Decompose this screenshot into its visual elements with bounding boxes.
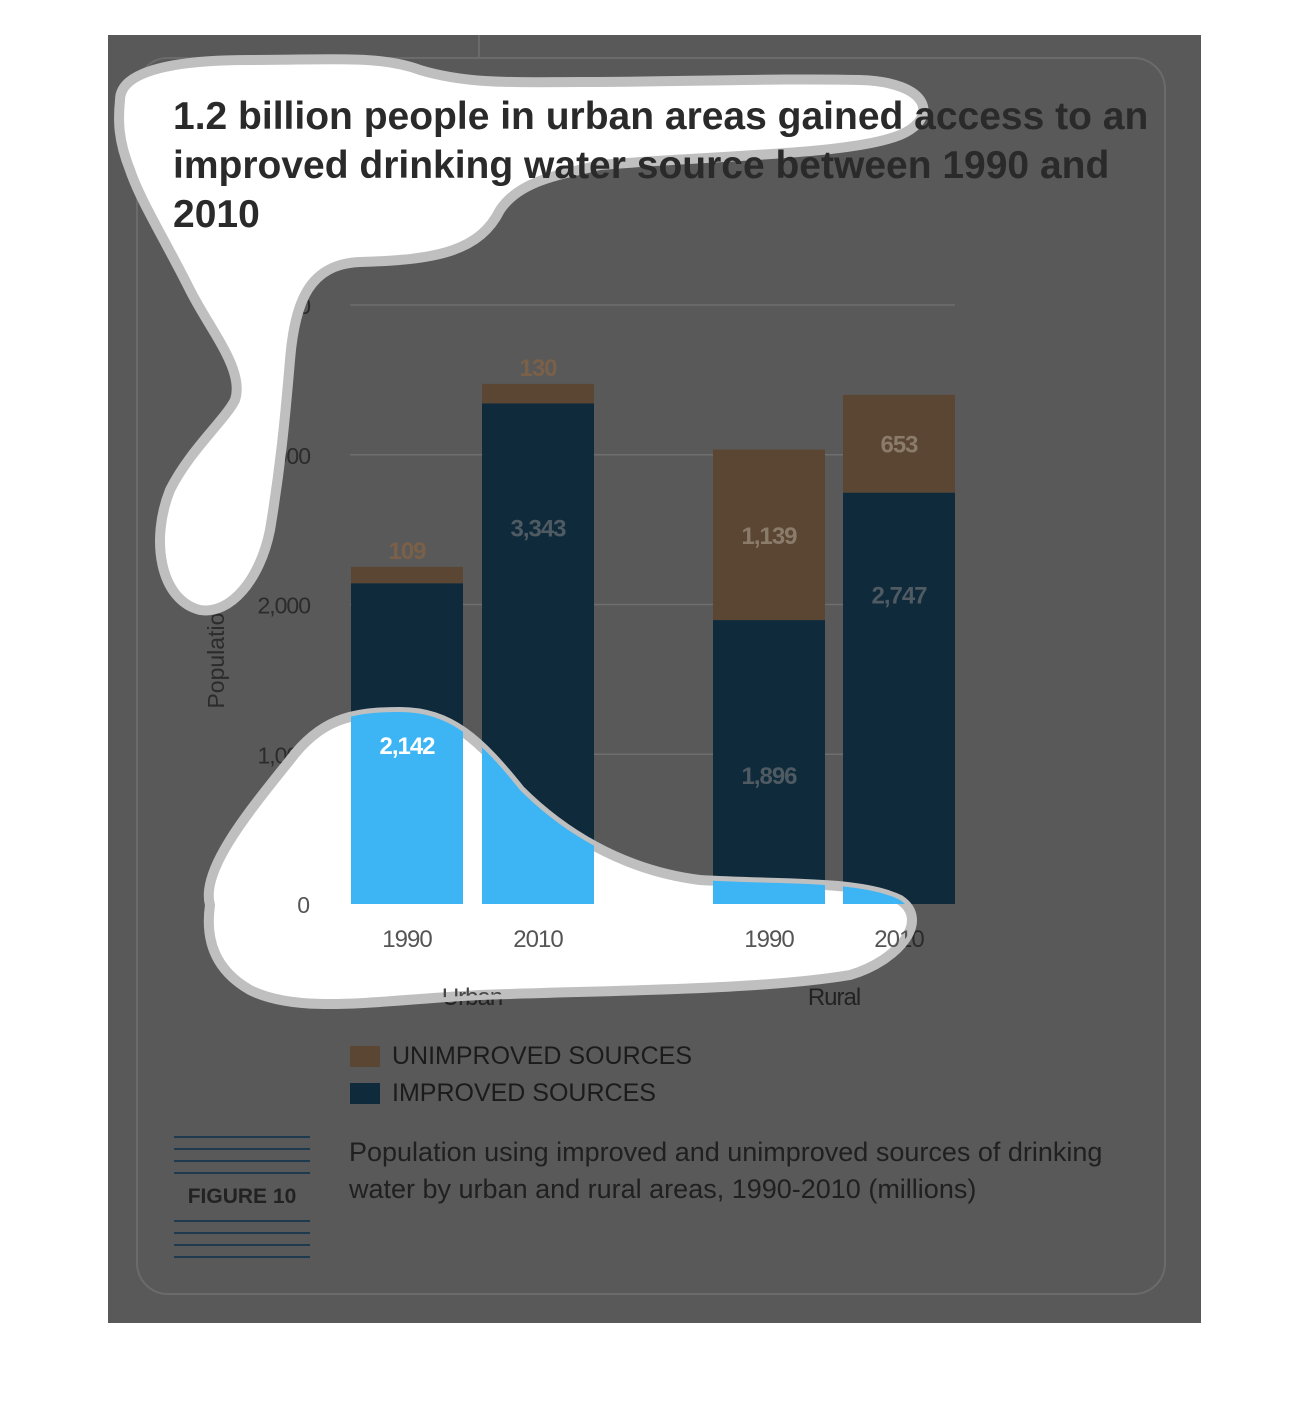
x-tick-label: 1990 (744, 926, 794, 953)
value-label-improved: 2,142 (379, 733, 435, 760)
y-tick-label: 1,000 (257, 742, 310, 768)
legend-swatch-unimproved (350, 1046, 380, 1067)
group-label: Rural (808, 984, 860, 1011)
legend-item-improved: IMPROVED SOURCES (350, 1075, 692, 1112)
value-label-unimproved: 653 (880, 432, 918, 459)
bar-improved (482, 403, 594, 904)
value-label-improved: 1,896 (741, 763, 797, 790)
value-label-improved: 2,747 (871, 582, 927, 609)
bar-improved (713, 620, 825, 904)
y-axis-title: Population (millions) (203, 501, 229, 708)
chart-legend: UNIMPROVED SOURCES IMPROVED SOURCES (350, 1038, 692, 1112)
legend-label-unimproved: UNIMPROVED SOURCES (392, 1042, 693, 1070)
legend-label-improved: IMPROVED SOURCES (392, 1079, 656, 1107)
y-tick-label: 0 (298, 892, 310, 918)
legend-item-unimproved: UNIMPROVED SOURCES (350, 1038, 692, 1075)
y-tick-label: 3,000 (257, 443, 310, 469)
bar-unimproved (351, 566, 463, 584)
figure-label: FIGURE 10 (174, 1184, 310, 1210)
figure-caption: Population using improved and unimproved… (349, 1137, 1103, 1204)
value-label-improved: 3,343 (510, 516, 566, 543)
value-label-unimproved: 1,139 (741, 523, 797, 550)
y-tick-label: 4,000 (257, 293, 310, 319)
bar-improved (843, 492, 955, 904)
group-label: Urban (442, 984, 502, 1011)
chart-headline: 1.2 billion people in urban areas gained… (173, 95, 1149, 236)
frame-divider (478, 35, 480, 57)
x-tick-label: 1990 (382, 926, 432, 953)
x-tick-label: 2010 (874, 926, 924, 953)
bars (351, 383, 955, 904)
bar-unimproved (482, 383, 594, 404)
value-label-unimproved: 109 (388, 538, 426, 565)
y-tick-label: 2,000 (257, 593, 310, 619)
value-label-unimproved: 130 (519, 355, 557, 382)
legend-swatch-improved (350, 1083, 380, 1104)
x-tick-label: 2010 (513, 926, 563, 953)
figure-tag: FIGURE 10 (174, 1136, 310, 1258)
